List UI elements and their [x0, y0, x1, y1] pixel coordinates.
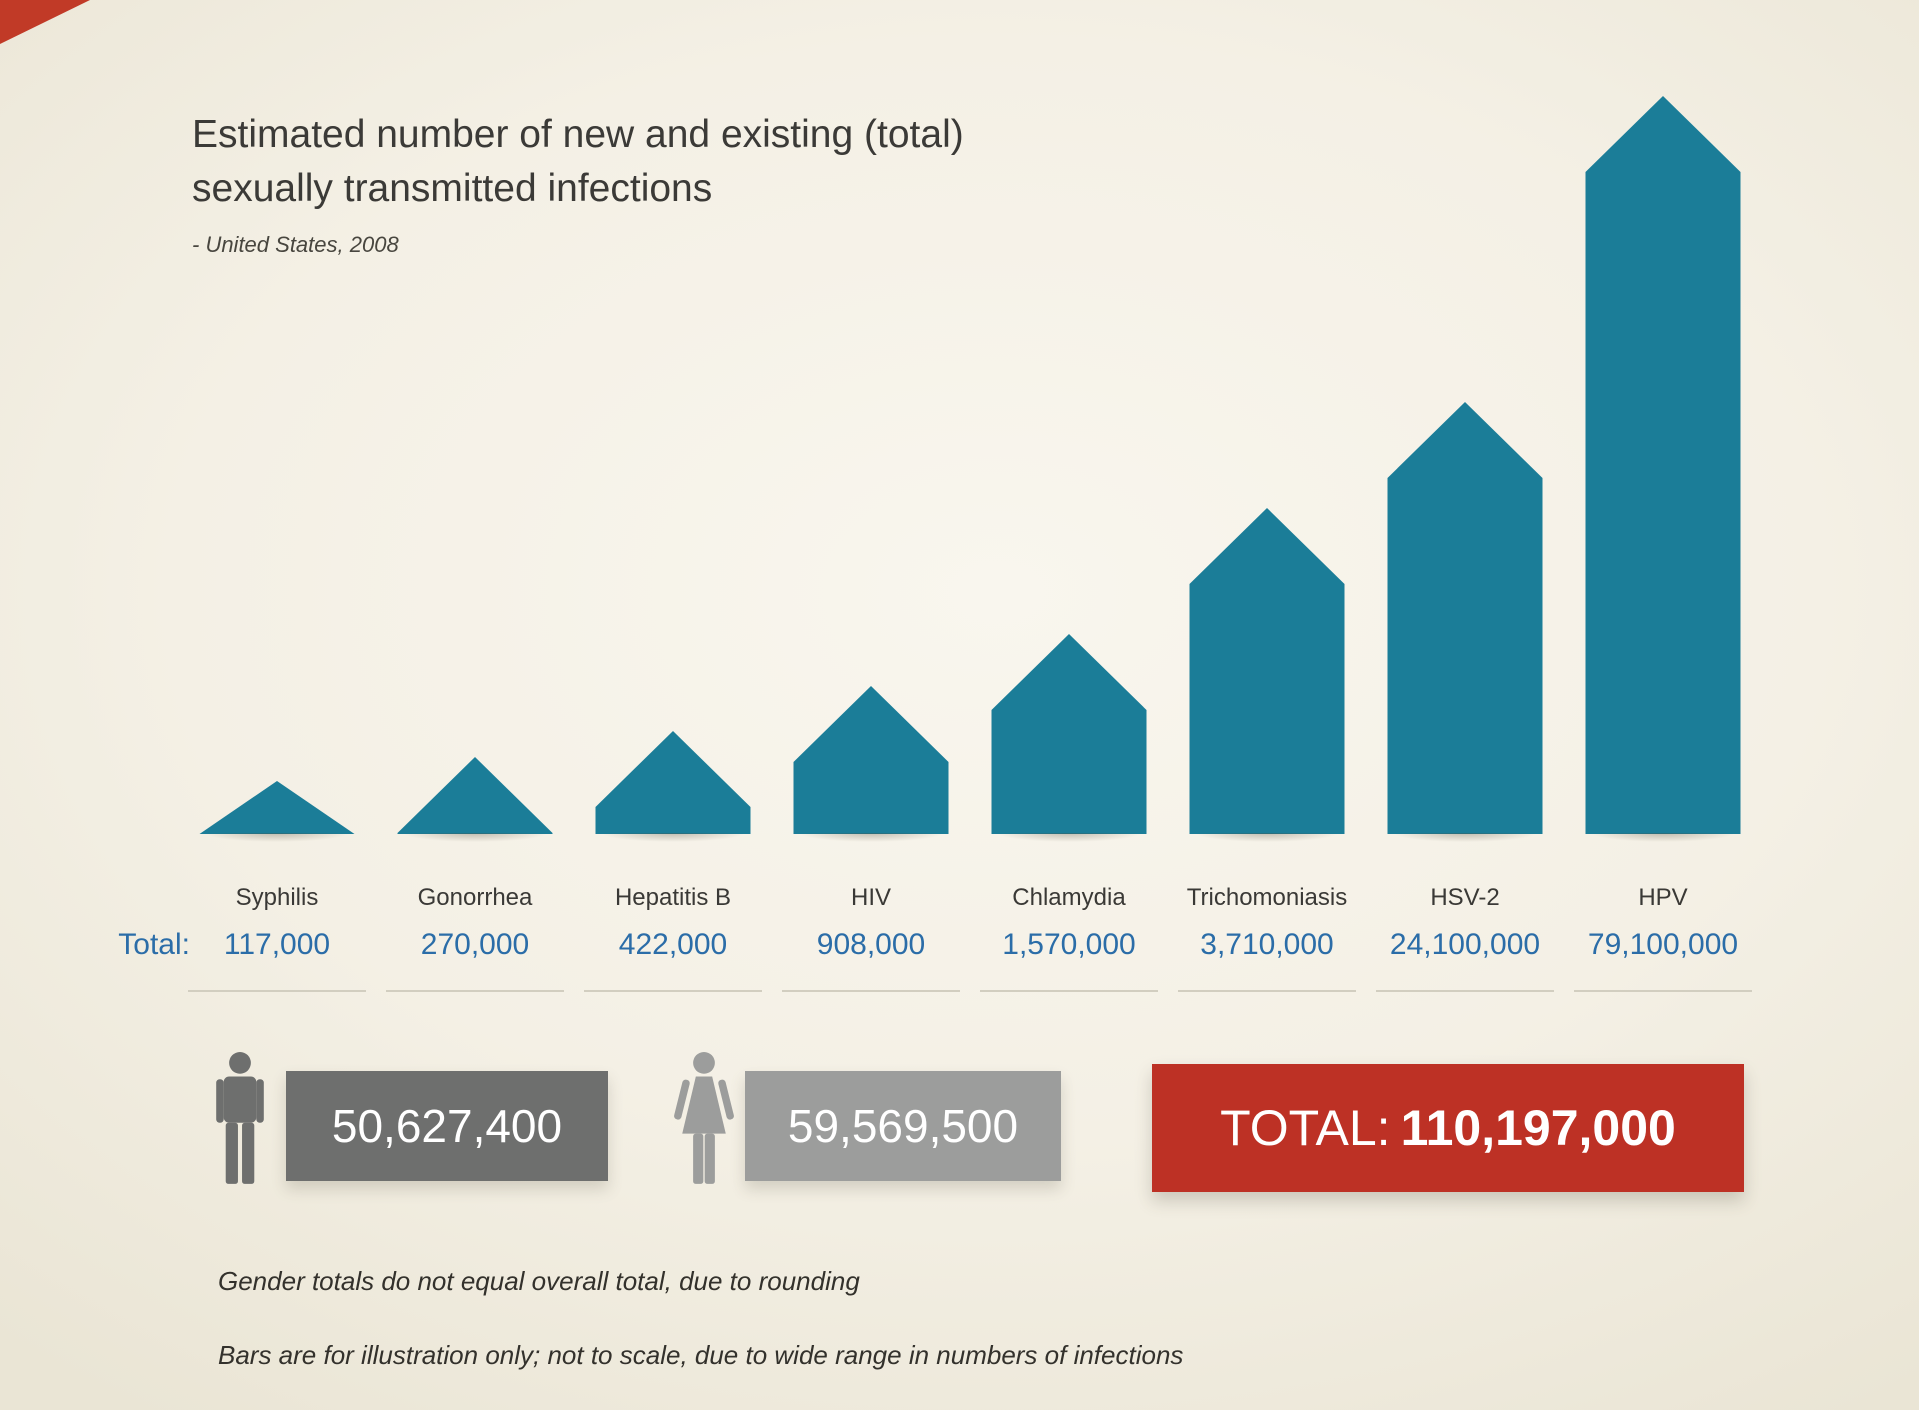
category-total-syphilis: 117,000 [223, 928, 331, 961]
category-total-trichomoniasis: 3,710,000 [1200, 928, 1334, 961]
value-underline [188, 990, 366, 992]
bar-shadow [775, 833, 967, 845]
female-total-value: 59,569,500 [787, 1100, 1019, 1152]
bar-shadow [1171, 833, 1363, 845]
category-total-hiv: 908,000 [816, 928, 926, 961]
bar-hsv-2 [1387, 402, 1543, 834]
bar-shadow [181, 833, 373, 845]
bar-chlamydia [991, 634, 1147, 834]
chart-column-chlamydia: Chlamydia 1,570,000 [970, 0, 1168, 1010]
category-total-hepatitis-b: 422,000 [618, 928, 728, 961]
bar-gonorrhea [397, 757, 553, 834]
category-label-chlamydia: Chlamydia [1012, 884, 1126, 911]
male-total-box: 50,627,400 [286, 1071, 608, 1181]
category-label-hiv: HIV [850, 884, 891, 911]
chart-column-hepatitis-b: Hepatitis B 422,000 [574, 0, 772, 1010]
bar-shadow [577, 833, 769, 845]
chart-subtitle: - United States, 2008 [192, 231, 399, 257]
chart-column-trichomoniasis: Trichomoniasis 3,710,000 [1168, 0, 1366, 1010]
grand-total-label: TOTAL: [1220, 1100, 1391, 1156]
value-underline [584, 990, 762, 992]
bar-hepatitis-b [595, 731, 751, 834]
grand-total-value: 110,197,000 [1400, 1100, 1676, 1156]
category-label-hepatitis-b: Hepatitis B [614, 884, 732, 911]
bar-shadow [1369, 833, 1561, 845]
chart-column-hpv: HPV 79,100,000 [1564, 0, 1762, 1010]
chart-title-line2: sexually transmitted infections [192, 166, 713, 210]
value-underline [1178, 990, 1356, 992]
corner-accent-shape [0, 0, 90, 44]
category-total-hpv: 79,100,000 [1587, 928, 1739, 961]
male-total-value: 50,627,400 [331, 1100, 563, 1152]
value-underline [386, 990, 564, 992]
chart-columns: Syphilis 117,000 Gonorrhea 270,000 Hepatitis… [178, 0, 1762, 1010]
grand-total-box: TOTAL: 110,197,000 [1152, 1064, 1744, 1192]
category-label-hsv-2: HSV-2 [1430, 884, 1500, 911]
category-label-syphilis: Syphilis [235, 884, 319, 911]
bar-trichomoniasis [1189, 508, 1345, 834]
male-person-icon [216, 1052, 264, 1184]
value-underline [782, 990, 960, 992]
footnote-not-to-scale: Bars are for illustration only; not to s… [218, 1340, 1184, 1370]
female-total-box: 59,569,500 [745, 1071, 1061, 1181]
total-row-label: Total: [118, 928, 190, 961]
chart-column-gonorrhea: Gonorrhea 270,000 [376, 0, 574, 1010]
chart-column-syphilis: Syphilis 117,000 [178, 0, 376, 1010]
value-underline [980, 990, 1158, 992]
bar-shadow [1567, 833, 1759, 845]
female-person-icon [674, 1052, 734, 1184]
bar-syphilis [199, 781, 355, 834]
category-label-trichomoniasis: Trichomoniasis [1186, 884, 1348, 911]
value-underline [1574, 990, 1752, 992]
category-label-hpv: HPV [1638, 884, 1688, 911]
category-total-chlamydia: 1,570,000 [1002, 928, 1136, 961]
footnote-rounding: Gender totals do not equal overall total… [218, 1266, 860, 1296]
chart-title-line1: Estimated number of new and existing (to… [192, 113, 964, 156]
bar-shadow [379, 833, 571, 845]
chart-column-hsv-2: HSV-2 24,100,000 [1366, 0, 1564, 1010]
value-underline [1376, 990, 1554, 992]
category-label-gonorrhea: Gonorrhea [417, 884, 533, 911]
category-total-hsv-2: 24,100,000 [1389, 928, 1541, 961]
bar-shadow [973, 833, 1165, 845]
category-total-gonorrhea: 270,000 [420, 928, 530, 961]
chart-column-hiv: HIV 908,000 [772, 0, 970, 1010]
chart-header: Estimated number of new and existing (to… [192, 108, 964, 258]
bar-hpv [1585, 96, 1741, 834]
bar-hiv [793, 686, 949, 834]
